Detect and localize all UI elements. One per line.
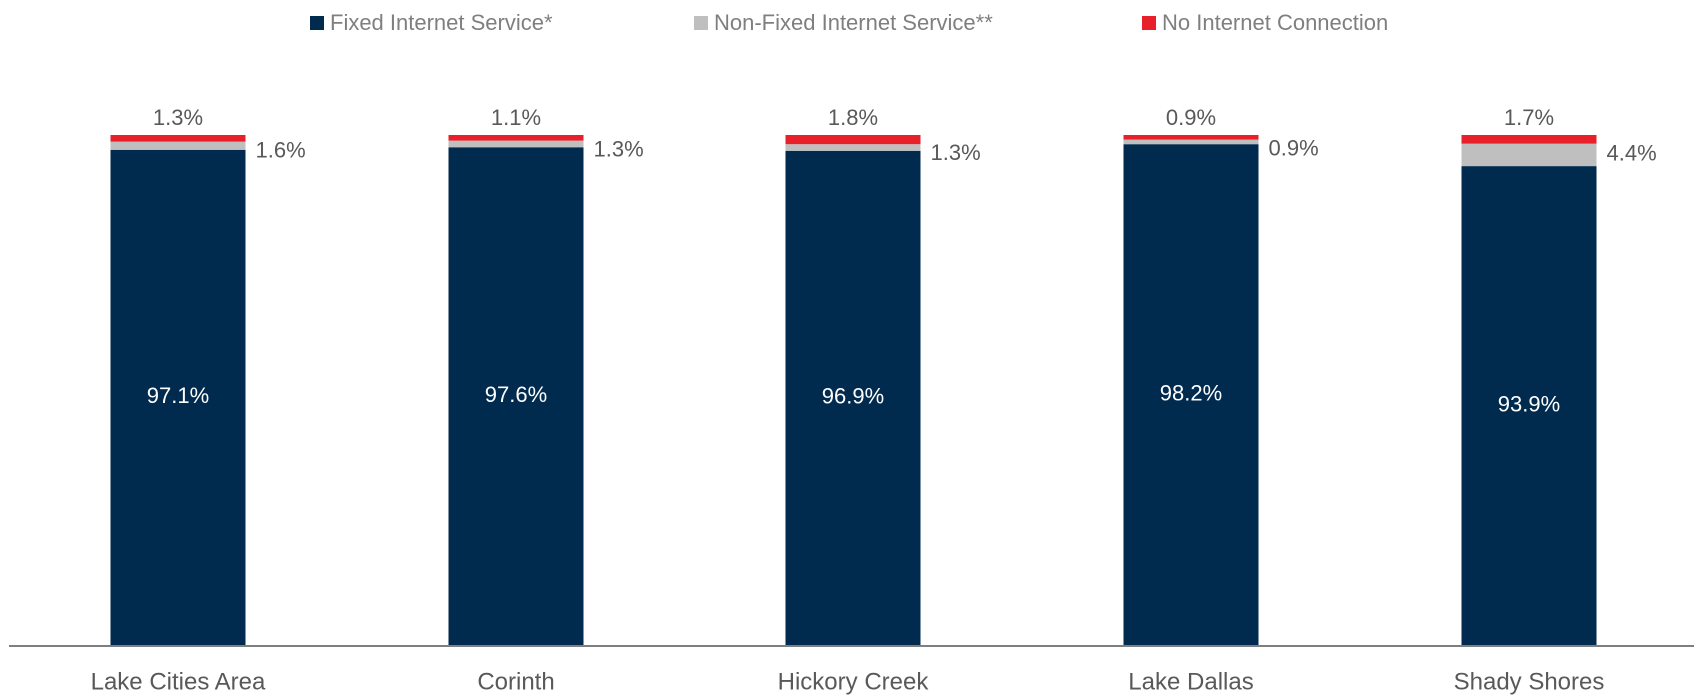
data-label: 1.1% xyxy=(491,105,541,130)
bar-segment xyxy=(1461,135,1597,144)
legend-label: Fixed Internet Service* xyxy=(330,10,553,35)
data-label: 98.2% xyxy=(1160,380,1222,405)
legend-swatch xyxy=(310,16,324,30)
data-label: 1.3% xyxy=(153,105,203,130)
bar-segment xyxy=(448,140,584,148)
x-tick-label: Corinth xyxy=(477,668,554,695)
legend-label: Non-Fixed Internet Service** xyxy=(714,10,993,35)
bar-segment xyxy=(110,141,246,150)
bar-segment xyxy=(1123,139,1259,145)
data-label: 1.3% xyxy=(931,140,981,165)
bar-segment xyxy=(1461,143,1597,167)
data-label: 1.7% xyxy=(1504,105,1554,130)
x-tick-label: Lake Dallas xyxy=(1128,668,1253,695)
data-label: 1.3% xyxy=(594,136,644,161)
legend-label: No Internet Connection xyxy=(1162,10,1388,35)
data-label: 1.6% xyxy=(256,137,306,162)
bar-segment xyxy=(1123,144,1259,645)
bar-segment xyxy=(1461,166,1597,646)
data-label: 96.9% xyxy=(822,384,884,409)
bar-segment xyxy=(785,150,921,645)
data-label: 0.9% xyxy=(1166,105,1216,130)
bar-segment xyxy=(785,135,921,145)
data-label: 97.6% xyxy=(485,382,547,407)
x-tick-label: Shady Shores xyxy=(1454,668,1605,695)
bar-segment xyxy=(1123,135,1259,140)
bar-segment xyxy=(448,147,584,646)
x-tick-label: Hickory Creek xyxy=(778,668,930,695)
bar-segment xyxy=(448,135,584,141)
bar-segment xyxy=(785,144,921,151)
data-label: 97.1% xyxy=(147,383,209,408)
bar-segment xyxy=(110,149,246,646)
legend-swatch xyxy=(1142,16,1156,30)
x-tick-label: Lake Cities Area xyxy=(91,668,266,695)
data-label: 4.4% xyxy=(1607,141,1657,166)
data-label: 0.9% xyxy=(1269,135,1319,160)
bar-segment xyxy=(110,135,246,142)
data-label: 1.8% xyxy=(828,105,878,130)
legend-swatch xyxy=(694,16,708,30)
data-label: 93.9% xyxy=(1498,391,1560,416)
